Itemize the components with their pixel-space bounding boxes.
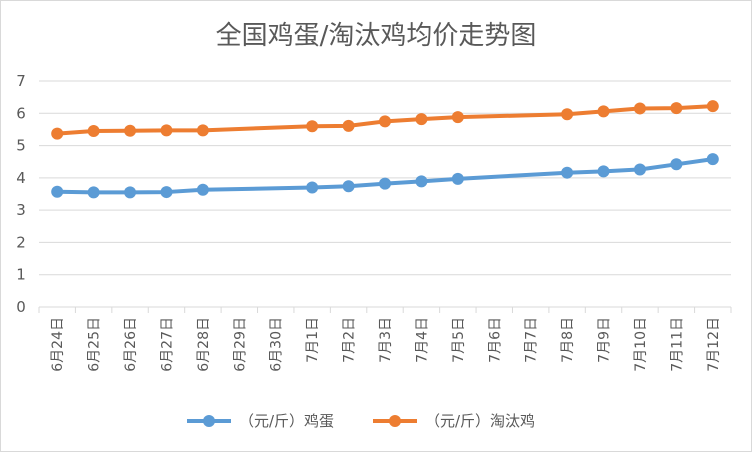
x-tick-label: 7月5日	[451, 317, 467, 363]
y-tick-label: 4	[16, 169, 26, 187]
x-tick-label: 7月3日	[378, 317, 394, 363]
data-point	[160, 124, 172, 136]
data-point	[452, 173, 464, 185]
y-tick-label: 5	[16, 137, 26, 155]
legend-marker	[203, 415, 215, 427]
data-point	[452, 111, 464, 123]
data-point	[51, 128, 63, 140]
y-tick-label: 7	[16, 72, 26, 90]
legend-label: （元/斤）淘汰鸡	[425, 412, 535, 430]
data-point	[51, 186, 63, 198]
y-tick-label: 3	[16, 201, 26, 219]
legend-label: （元/斤）鸡蛋	[239, 412, 334, 430]
data-point	[197, 124, 209, 136]
y-tick-label: 2	[16, 233, 26, 251]
x-tick-label: 6月27日	[159, 317, 175, 372]
line-chart: 0 1 2 3 4 5 6 7 6月24日 6月25日 6月26日 6月27日 6月28日 6月29日 6月…	[1, 1, 751, 451]
data-point	[343, 120, 355, 132]
data-point	[634, 163, 646, 175]
x-tick-label: 7月2日	[342, 317, 358, 363]
x-tick-label: 6月29日	[232, 317, 248, 372]
data-point	[707, 153, 719, 165]
y-tick-label: 0	[16, 298, 26, 316]
data-point	[415, 175, 427, 187]
data-point	[306, 182, 318, 194]
x-tick-label: 7月11日	[669, 317, 685, 372]
data-point	[124, 125, 136, 137]
x-tick-label: 6月25日	[87, 317, 103, 372]
data-point	[670, 102, 682, 114]
y-tick-label: 6	[16, 104, 26, 122]
data-point	[598, 165, 610, 177]
legend-marker	[389, 415, 401, 427]
data-point	[670, 158, 682, 170]
x-tick-label: 7月6日	[487, 317, 503, 363]
data-point	[561, 167, 573, 179]
data-point	[160, 186, 172, 198]
data-point	[343, 180, 355, 192]
x-tick-label: 7月8日	[560, 317, 576, 363]
x-tick-label: 7月1日	[305, 317, 321, 363]
data-point	[634, 102, 646, 114]
data-point	[707, 100, 719, 112]
data-point	[415, 113, 427, 125]
data-point	[124, 186, 136, 198]
x-tick-label: 6月28日	[196, 317, 212, 372]
x-tick-label: 7月12日	[706, 317, 722, 372]
x-tick-label: 6月24日	[50, 317, 66, 372]
data-point	[197, 184, 209, 196]
data-point	[306, 120, 318, 132]
x-tick-label: 6月30日	[269, 317, 285, 372]
x-tick-label: 7月10日	[633, 317, 649, 372]
data-point	[598, 105, 610, 117]
data-point	[561, 108, 573, 120]
data-point	[88, 125, 100, 137]
data-point	[379, 178, 391, 190]
x-tick-label: 7月7日	[524, 317, 540, 363]
x-tick-label: 6月26日	[123, 317, 139, 372]
x-tick-label: 7月9日	[597, 317, 613, 363]
x-tick-label: 7月4日	[414, 317, 430, 363]
data-point	[379, 115, 391, 127]
y-tick-label: 1	[16, 266, 26, 284]
data-point	[88, 186, 100, 198]
chart-container: 全国鸡蛋/淘汰鸡均价走势图 0 1 2 3 4 5 6 7 6月24日 6月25日 6月26日 6月2…	[0, 0, 752, 452]
